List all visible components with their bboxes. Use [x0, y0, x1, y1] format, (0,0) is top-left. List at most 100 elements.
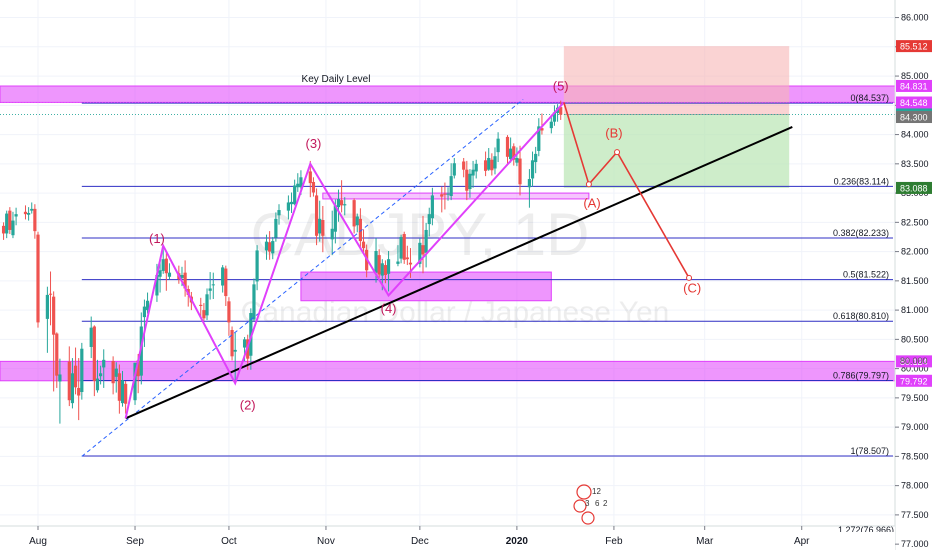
price-tick-label: 81.500	[901, 276, 929, 286]
wave-label: (2)	[240, 398, 256, 413]
wave-label: (3)	[305, 136, 321, 151]
candle-body	[314, 195, 319, 236]
time-tick-label: Aug	[29, 536, 47, 547]
fib-level-label: 0.382(82.233)	[833, 228, 889, 238]
candle-body	[408, 262, 413, 265]
price-badge	[896, 111, 932, 124]
candle-body	[440, 194, 444, 197]
candle-body	[399, 236, 403, 259]
candle-body	[1, 225, 6, 234]
fib-level-label: 0.786(79.797)	[833, 370, 889, 380]
candle-body	[299, 177, 303, 188]
fib-level-label: 0.618(80.810)	[833, 311, 889, 321]
candle-body	[418, 242, 422, 264]
candle-body	[224, 268, 228, 297]
candle-body	[452, 163, 456, 176]
logo-digit-2: 2	[603, 499, 608, 508]
candle-body	[534, 153, 538, 163]
candle-body	[352, 200, 356, 227]
logo-digit-3: 3	[585, 499, 590, 508]
time-axis[interactable]: Aug Sep Oct Nov Dec 2020 Feb Mar Apr	[0, 525, 895, 550]
fib-level-label: 0(84.537)	[850, 93, 889, 103]
candle-body	[167, 272, 172, 277]
candle-body	[296, 183, 300, 188]
dashed-channel-line[interactable]	[81, 99, 524, 457]
price-badge-label: 84.300	[900, 113, 928, 123]
candle-body	[361, 241, 366, 249]
price-tick-label: 77.000	[901, 539, 929, 549]
candle-body	[383, 265, 388, 275]
candle-body	[164, 258, 168, 274]
stop-loss-zone[interactable]	[563, 46, 790, 115]
cursor-axis-fragment: 80.000	[900, 356, 928, 366]
candle-body	[230, 330, 234, 357]
candle-body	[133, 362, 137, 401]
candle-body	[527, 179, 532, 188]
candle-body	[274, 218, 278, 238]
time-tick-label: Mar	[696, 536, 714, 547]
candle-body	[95, 378, 100, 391]
candle-body	[518, 158, 522, 185]
price-tick-label: 84.000	[901, 130, 929, 140]
wave-label: (5)	[553, 79, 569, 94]
candle-body	[92, 326, 96, 381]
price-tick-label: 82.500	[901, 217, 929, 227]
candle-body	[264, 241, 269, 251]
price-tick-label: 80.000	[901, 364, 929, 374]
candle-body	[205, 294, 209, 316]
candle-body	[73, 365, 78, 388]
price-badge-label: 80.124	[900, 357, 928, 367]
candle-body	[268, 242, 272, 252]
zone-wave-a-zone[interactable]	[322, 192, 590, 200]
candle-body	[80, 348, 84, 393]
candle-body	[99, 373, 103, 377]
fib-1272-fragment: 1.272(76.966)	[838, 525, 894, 535]
price-tick-label: 79.500	[901, 393, 929, 403]
candle-body	[530, 160, 535, 179]
price-badge-label: 85.512	[900, 42, 928, 52]
time-tick-label: Sep	[126, 536, 144, 547]
price-badge-label: 79.792	[900, 376, 928, 386]
candle-body	[111, 361, 115, 384]
wave-label: (A)	[583, 196, 600, 211]
candle-body	[424, 229, 428, 253]
candle-body	[202, 310, 206, 319]
candle-body	[311, 181, 316, 193]
candle-body	[120, 380, 125, 404]
logo-digit-6: 6	[595, 499, 600, 508]
candle-body	[540, 128, 544, 131]
candle-body	[227, 301, 231, 323]
wave-labels: (1) (2) (3) (4) (5) (A) (B) (C)	[149, 79, 701, 413]
candle-body	[549, 121, 553, 129]
candle-body	[145, 300, 150, 311]
candle-body	[340, 200, 344, 206]
candle-body	[161, 259, 165, 271]
time-tick-label: Apr	[794, 536, 810, 547]
candle-body	[14, 214, 18, 217]
drawings[interactable]	[81, 99, 793, 457]
candle-body	[11, 220, 15, 236]
candle-body	[496, 138, 500, 153]
take-profit-zone[interactable]	[563, 114, 790, 188]
fib-level-label: 1(78.507)	[850, 446, 889, 456]
trendline[interactable]	[125, 126, 793, 420]
candle-body	[490, 159, 494, 171]
candle-body	[465, 169, 469, 191]
candle-body	[493, 156, 497, 169]
candle-body	[249, 313, 253, 356]
short-position[interactable]	[563, 46, 790, 188]
candle-body	[289, 201, 294, 205]
corrective-wave-path[interactable]	[563, 102, 690, 279]
candle-body	[402, 234, 406, 260]
time-tick-label: Oct	[221, 536, 237, 547]
candle-body	[471, 169, 475, 176]
zone-wave4-zone[interactable]	[300, 271, 552, 302]
candle-body	[199, 304, 203, 307]
fib-level-label: 0.236(83.114)	[834, 176, 889, 186]
key-daily-level-label: Key Daily Level	[302, 74, 371, 85]
fib-retracement[interactable]: 0(84.537) 0.236(83.114) 0.382(82.233) 0.5(8…	[0, 93, 895, 457]
candle-body	[183, 272, 187, 289]
impulse-wave-path[interactable]	[124, 101, 565, 419]
